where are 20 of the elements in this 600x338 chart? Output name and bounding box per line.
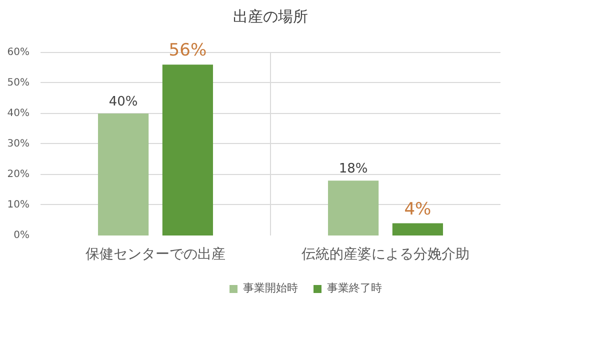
x-tick-label: 伝統的産婆による分娩介助 <box>302 246 470 262</box>
bar <box>392 223 443 236</box>
legend-label: 事業開始時 <box>243 280 298 296</box>
y-tick-label: 50% <box>7 77 30 88</box>
bar <box>328 180 379 236</box>
data-label: 18% <box>338 162 368 177</box>
bar <box>98 113 149 236</box>
bar <box>162 64 213 236</box>
y-tick-label: 10% <box>7 199 30 210</box>
y-tick-label: 30% <box>7 138 30 150</box>
y-tick-label: 0% <box>14 230 30 241</box>
data-label: 40% <box>108 94 138 110</box>
chart-title: 出産の場所 <box>233 8 308 26</box>
x-tick-label: 保健センターでの出産 <box>86 246 226 262</box>
data-label: 56% <box>168 40 207 61</box>
y-tick-label: 40% <box>7 108 30 119</box>
data-label: 4% <box>404 199 432 220</box>
y-tick-label: 60% <box>7 46 30 58</box>
legend-label: 事業終了時 <box>327 280 382 296</box>
y-tick-label: 20% <box>7 168 30 180</box>
